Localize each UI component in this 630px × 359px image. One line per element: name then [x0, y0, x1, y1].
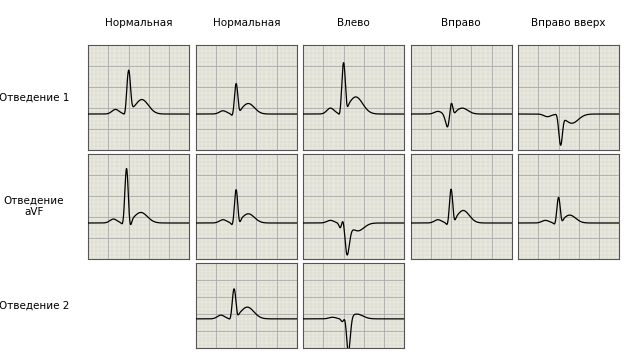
Text: Отведение 1: Отведение 1: [0, 93, 69, 103]
Text: Вправо вверх: Вправо вверх: [532, 18, 606, 28]
Text: Отведение 2: Отведение 2: [0, 300, 69, 311]
Text: Нормальная: Нормальная: [212, 18, 280, 28]
Text: Нормальная: Нормальная: [105, 18, 173, 28]
Text: Отведение
aVF: Отведение aVF: [4, 196, 64, 217]
Text: Вправо: Вправо: [442, 18, 481, 28]
Text: Влево: Влево: [338, 18, 370, 28]
